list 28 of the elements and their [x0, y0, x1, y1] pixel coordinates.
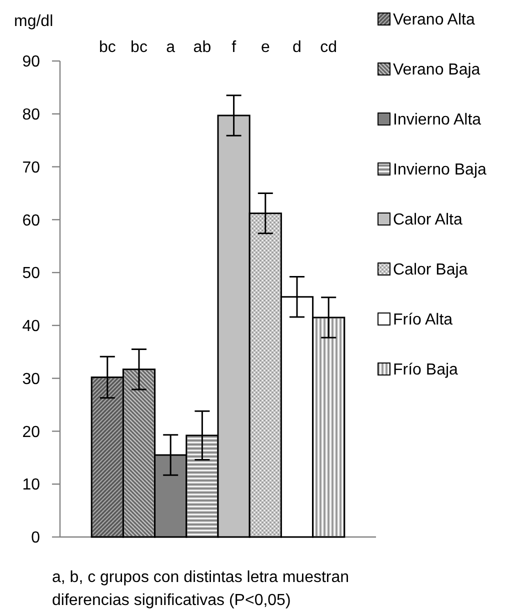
text: bc — [98, 39, 116, 56]
y-tick-label: 50 — [22, 265, 40, 282]
y-tick-label: 60 — [22, 212, 40, 230]
text: ab — [193, 39, 212, 56]
y-tick-label: 80 — [22, 106, 40, 124]
legend-label: Frío Baja — [393, 362, 458, 379]
legend-label: Calor Alta — [393, 212, 462, 229]
y-tick-label: 70 — [22, 159, 40, 176]
y-axis-title: mg/dl — [14, 13, 54, 30]
legend-label: Calor Baja — [393, 262, 468, 279]
text: d — [292, 39, 302, 56]
text: bc — [130, 39, 148, 56]
y-tick-label: 40 — [22, 318, 40, 336]
text: a — [166, 39, 176, 56]
y-tick-label: 0 — [31, 530, 40, 547]
text: f — [232, 39, 237, 56]
y-tick-label: 90 — [22, 54, 40, 71]
legend-label: Invierno Baja — [393, 162, 486, 179]
legend-label: Verano Alta — [393, 12, 475, 29]
text: e — [260, 39, 270, 56]
text: a, b, c grupos con distintas letra muestran diferencias significativas (P<0,05) — [52, 569, 350, 609]
y-tick-label: 20 — [22, 424, 40, 441]
legend-label: Invierno Alta — [393, 112, 482, 129]
legend-label: Frío Alta — [393, 312, 453, 329]
legend-label: Verano Baja — [393, 62, 480, 79]
text: cd — [320, 39, 338, 56]
y-tick-label: 10 — [22, 476, 40, 494]
y-tick-label: 30 — [22, 370, 40, 388]
